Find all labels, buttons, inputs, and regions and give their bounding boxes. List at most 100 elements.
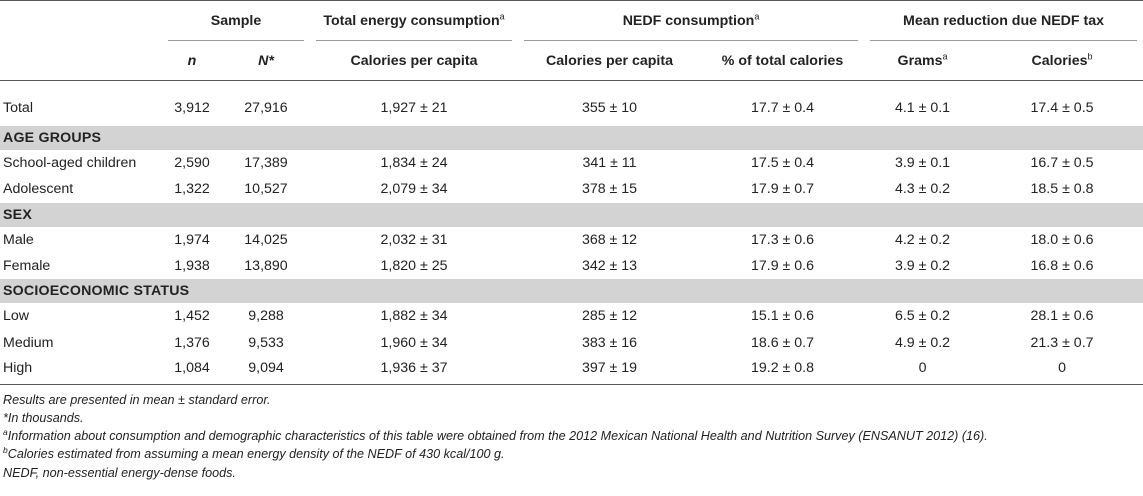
footnote-4-sup: b (3, 445, 8, 456)
row-label: School-aged children (3, 155, 137, 172)
cell-N: 9,288 (248, 308, 284, 325)
header-total-energy: Total energy consumptiona (310, 0, 518, 41)
header-grams-sup: a (942, 50, 948, 61)
cell-grams: 6.5 ± 0.2 (894, 308, 951, 325)
nutrition-table: Sample Total energy consumptiona NEDF co… (0, 0, 1143, 385)
cell-grams: 3.9 ± 0.2 (894, 258, 951, 275)
cell-energy: 1,834 ± 24 (380, 155, 448, 172)
header-row-1: Sample Total energy consumptiona NEDF co… (0, 0, 1143, 41)
header-pct-total: % of total calories (701, 41, 865, 81)
header-grams-label: Grams (897, 52, 943, 69)
cell-nedf-cal: 342 ± 13 (581, 258, 638, 275)
cell-n: 2,590 (174, 155, 210, 172)
row-label: Total (3, 99, 33, 116)
cell-N: 9,094 (222, 355, 310, 385)
cell-n: 3,912 (174, 99, 210, 116)
cell-energy: 1,936 ± 37 (310, 355, 518, 385)
table-row: School-aged children 2,590 17,389 1,834 … (0, 150, 1143, 176)
table-row: High 1,084 9,094 1,936 ± 37 397 ± 19 19.… (0, 355, 1143, 385)
row-label: Medium (3, 334, 54, 351)
header-blank-2 (0, 41, 162, 81)
table-row: Total 3,912 27,916 1,927 ± 21 355 ± 10 1… (0, 81, 1143, 127)
section-row: SEX (0, 202, 1143, 227)
section-row: SOCIOECONOMIC STATUS (0, 279, 1143, 304)
cell-N: 10,527 (244, 181, 288, 198)
cell-calories: 28.1 ± 0.6 (1030, 308, 1094, 325)
table-row: Female 1,938 13,890 1,820 ± 25 342 ± 13 … (0, 253, 1143, 279)
table-row: Low 1,452 9,288 1,882 ± 34 285 ± 12 15.1… (0, 303, 1143, 329)
table-row: Medium 1,376 9,533 1,960 ± 34 383 ± 16 1… (0, 329, 1143, 355)
footnote-4: bCalories estimated from assuming a mean… (3, 445, 1143, 463)
header-n: n (162, 41, 222, 81)
cell-nedf-pct: 17.5 ± 0.4 (751, 155, 815, 172)
cell-calories: 16.7 ± 0.5 (1030, 155, 1094, 172)
cell-calories: 17.4 ± 0.5 (1030, 99, 1094, 116)
header-calories-sup: b (1087, 50, 1093, 61)
row-label: Male (3, 231, 34, 248)
footnote-3-text: Information about consumption and demogr… (7, 429, 988, 444)
cell-calories: 21.3 ± 0.7 (1030, 334, 1094, 351)
row-label: Low (3, 308, 30, 325)
cell-nedf-pct: 17.7 ± 0.4 (751, 99, 815, 116)
cell-nedf-cal: 341 ± 11 (582, 155, 637, 172)
cell-N: 17,389 (244, 155, 288, 172)
cell-grams: 4.2 ± 0.2 (894, 231, 951, 248)
section-label-age: AGE GROUPS (0, 126, 1143, 150)
cell-energy: 1,927 ± 21 (380, 99, 448, 116)
cell-nedf-cal: 378 ± 15 (581, 181, 638, 198)
cell-nedf-pct: 17.3 ± 0.6 (751, 231, 815, 248)
table-row: Adolescent 1,322 10,527 2,079 ± 34 378 ±… (0, 176, 1143, 202)
cell-grams: 4.9 ± 0.2 (894, 334, 951, 351)
table-body: Total 3,912 27,916 1,927 ± 21 355 ± 10 1… (0, 81, 1143, 385)
row-label: Adolescent (3, 181, 74, 198)
cell-nedf-cal: 368 ± 12 (581, 231, 638, 248)
cell-n: 1,974 (174, 231, 210, 248)
cell-grams: 4.3 ± 0.2 (894, 181, 951, 198)
cell-N: 9,533 (248, 334, 284, 351)
cell-grams: 4.1 ± 0.1 (894, 99, 951, 116)
header-sample: Sample (162, 0, 310, 41)
header-mean-reduction-label: Mean reduction due NEDF tax (903, 13, 1105, 29)
footnote-3: aInformation about consumption and demog… (3, 427, 1143, 445)
cell-energy: 2,079 ± 34 (380, 181, 448, 198)
cell-nedf-cal: 397 ± 19 (518, 355, 701, 385)
cell-n: 1,452 (174, 308, 210, 325)
header-total-energy-sup: a (499, 11, 505, 22)
cell-energy: 1,820 ± 25 (380, 258, 448, 275)
header-nedf: NEDF consumptiona (518, 0, 865, 41)
row-label: Female (3, 258, 51, 275)
cell-n: 1,376 (174, 334, 210, 351)
footnote-3-sup: a (3, 427, 8, 437)
table-row: Male 1,974 14,025 2,032 ± 31 368 ± 12 17… (0, 227, 1143, 253)
section-label-ses: SOCIOECONOMIC STATUS (0, 279, 1143, 304)
cell-energy: 1,882 ± 34 (380, 308, 448, 325)
cell-calories: 18.0 ± 0.6 (1030, 231, 1094, 248)
cell-N: 27,916 (244, 99, 288, 116)
header-calories-label: Calories (1031, 52, 1088, 69)
row-label: High (0, 355, 162, 385)
cell-nedf-pct: 18.6 ± 0.7 (751, 334, 815, 351)
cell-grams: 3.9 ± 0.1 (894, 155, 951, 172)
cell-grams: 0 (864, 355, 982, 385)
header-sample-label: Sample (210, 13, 262, 29)
table-container: Sample Total energy consumptiona NEDF co… (0, 0, 1143, 480)
section-row: AGE GROUPS (0, 126, 1143, 150)
footnote-1: Results are presented in mean ± standard… (3, 392, 271, 407)
footnote-4-text: Calories estimated from assuming a mean … (7, 447, 505, 462)
footnote-5: NEDF, non-essential energy-dense foods. (3, 465, 236, 480)
cell-nedf-cal: 355 ± 10 (581, 99, 638, 116)
header-total-energy-label: Total energy consumption (323, 13, 500, 29)
cell-nedf-pct: 15.1 ± 0.6 (751, 308, 815, 325)
cell-n: 1,084 (162, 355, 222, 385)
cell-nedf-cal: 383 ± 16 (581, 334, 638, 351)
cell-N: 13,890 (244, 258, 288, 275)
header-blank (0, 0, 162, 41)
cell-nedf-pct: 17.9 ± 0.7 (751, 181, 815, 198)
cell-calories: 0 (981, 355, 1143, 385)
cell-calories: 18.5 ± 0.8 (1030, 181, 1094, 198)
cell-N: 14,025 (244, 231, 288, 248)
cell-nedf-pct: 17.9 ± 0.6 (751, 258, 815, 275)
table-header: Sample Total energy consumptiona NEDF co… (0, 0, 1143, 81)
header-row-2: n N* Calories per capita Calories per ca… (0, 41, 1143, 81)
header-grams: Gramsa (864, 41, 982, 81)
